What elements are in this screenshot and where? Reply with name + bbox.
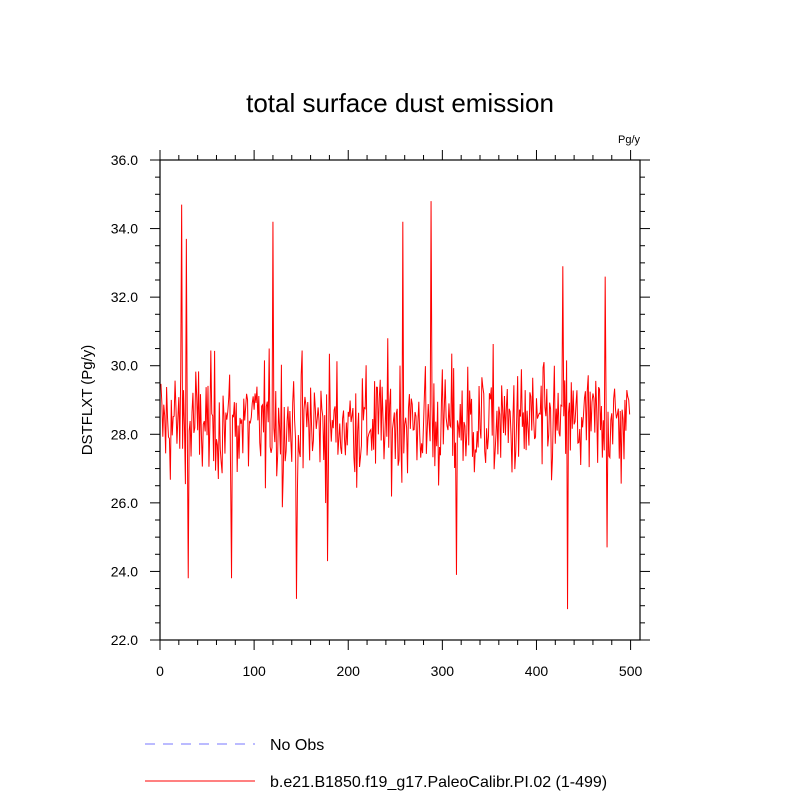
x-tick-label: 0 <box>156 663 164 679</box>
y-tick-label: 34.0 <box>111 221 138 237</box>
series-line-run <box>160 201 631 610</box>
y-tick-label: 30.0 <box>111 358 138 374</box>
units-label: Pg/y <box>618 134 641 146</box>
chart-title: total surface dust emission <box>246 88 554 118</box>
y-tick-label: 28.0 <box>111 426 138 442</box>
series-layer <box>160 201 631 610</box>
ticks-layer: 0 100 200 300 400 500 22.0 24.0 26.0 28.0 30.0 32.0… <box>111 150 650 679</box>
y-axis-label: DSTFLXT (Pg/y) <box>79 345 96 456</box>
legend-label-no-obs: No Obs <box>270 737 324 754</box>
legend: No Obs b.e21.B1850.f19_g17.PaleoCalibr.P… <box>145 737 607 791</box>
y-tick-label: 24.0 <box>111 563 138 579</box>
y-tick-label: 26.0 <box>111 495 138 511</box>
x-tick-label: 500 <box>619 663 643 679</box>
x-tick-label: 300 <box>431 663 455 679</box>
y-tick-label: 32.0 <box>111 289 138 305</box>
legend-label-run: b.e21.B1850.f19_g17.PaleoCalibr.PI.02 (1… <box>270 774 607 791</box>
y-tick-label: 36.0 <box>111 152 138 168</box>
x-tick-label: 100 <box>242 663 266 679</box>
x-tick-label: 200 <box>337 663 361 679</box>
y-tick-label: 22.0 <box>111 632 138 648</box>
x-tick-label: 400 <box>525 663 549 679</box>
